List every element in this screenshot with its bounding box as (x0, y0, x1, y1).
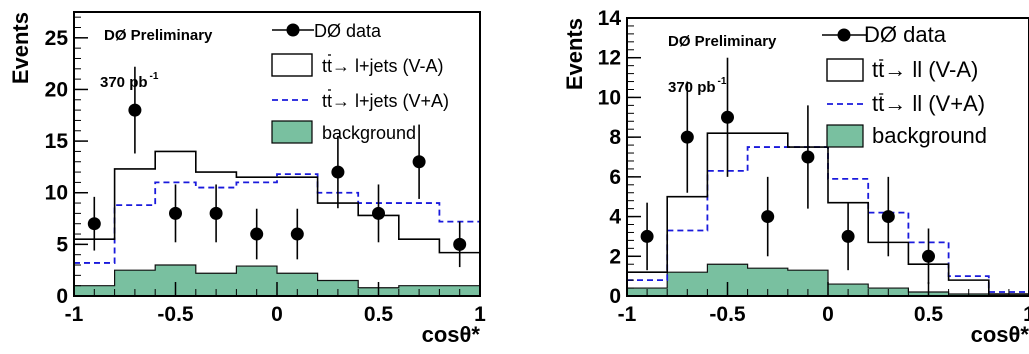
legend-va-label: → l+jets (V-A) (332, 56, 444, 76)
x-tick-label: 0 (822, 303, 834, 326)
legend-background-label: background (322, 123, 416, 143)
y-tick-label: 4 (609, 206, 621, 229)
va-histogram (74, 150, 480, 254)
legend-va-swatch (271, 53, 313, 77)
data-point (209, 206, 223, 220)
legend-vpa-process: tt (872, 91, 884, 116)
legend-background-label: background (872, 123, 987, 148)
x-tick-label: -1 (65, 303, 84, 326)
y-tick-label: 20 (45, 78, 68, 101)
data-point (412, 155, 426, 169)
data-point (881, 210, 895, 224)
x-tick-label: 1 (474, 303, 486, 326)
y-tick-label: 0 (609, 285, 621, 308)
data-point (331, 165, 345, 179)
luminosity-label: 370 pb (100, 74, 148, 91)
legend-vpa-label: → ll (V+A) (884, 91, 985, 116)
va-histogram (627, 132, 1029, 295)
luminosity-label: 370 pb (668, 79, 716, 96)
x-axis-label: cosθ* (422, 322, 481, 347)
data-point (640, 229, 654, 243)
y-tick-label: 5 (56, 233, 68, 256)
legend-data-label: DØ data (864, 22, 947, 47)
y-tick-label: 8 (609, 126, 621, 149)
vpa-histogram (74, 173, 480, 264)
legend-va-label: → ll (V-A) (884, 57, 978, 82)
data-point (801, 150, 815, 164)
data-point (761, 210, 775, 224)
x-tick-label: 1 (1023, 303, 1029, 326)
data-point (87, 217, 101, 231)
y-tick-label: 10 (45, 182, 68, 205)
y-axis-label: Events (8, 12, 33, 84)
y-tick-label: 2 (609, 245, 621, 268)
legend-va-swatch (826, 58, 864, 82)
legend-background-swatch (826, 124, 864, 148)
data-point (680, 130, 694, 144)
y-tick-label: 25 (45, 27, 69, 50)
legend-data-marker (286, 23, 300, 37)
experiment-label: DØ Preliminary (104, 27, 213, 44)
y-tick-label: 14 (598, 7, 622, 30)
x-tick-label: -1 (618, 303, 637, 326)
legend-background-swatch (271, 120, 313, 144)
data-point (250, 227, 264, 241)
y-axis-label: Events (562, 18, 587, 90)
data-point (922, 249, 935, 263)
data-point (128, 103, 142, 117)
x-tick-label: 0.5 (364, 303, 394, 326)
y-tick-label: 6 (609, 166, 621, 189)
y-tick-label: 10 (598, 86, 621, 109)
data-point (453, 237, 467, 251)
x-axis-label: cosθ* (971, 322, 1029, 347)
y-tick-label: 12 (598, 47, 621, 70)
experiment-label: DØ Preliminary (668, 33, 777, 50)
legend-data-label: DØ data (314, 21, 382, 41)
legend-vpa-process: tt (322, 91, 332, 111)
data-point (169, 206, 182, 220)
x-tick-label: -0.5 (709, 303, 746, 326)
x-tick-label: -0.5 (157, 303, 194, 326)
luminosity-exponent: -1 (150, 71, 159, 82)
chart-ljets: 0 5 10 15 20 25 -1 -0.5 0 0.5 1 cosθ* Events DØ Preli… (0, 0, 500, 349)
y-tick-label: 0 (56, 285, 68, 308)
data-point (372, 206, 385, 220)
data-point (721, 110, 734, 124)
luminosity-exponent: -1 (718, 76, 727, 87)
y-tick-label: 15 (45, 130, 69, 153)
legend-data-marker (837, 28, 851, 42)
data-point (290, 227, 304, 241)
x-tick-label: 0.5 (914, 303, 944, 326)
legend-vpa-label: → l+jets (V+A) (332, 91, 449, 111)
x-tick-label: 0 (271, 303, 283, 326)
data-point (841, 229, 855, 243)
legend-va-process: tt (322, 56, 332, 76)
legend-va-process: tt (872, 57, 884, 82)
